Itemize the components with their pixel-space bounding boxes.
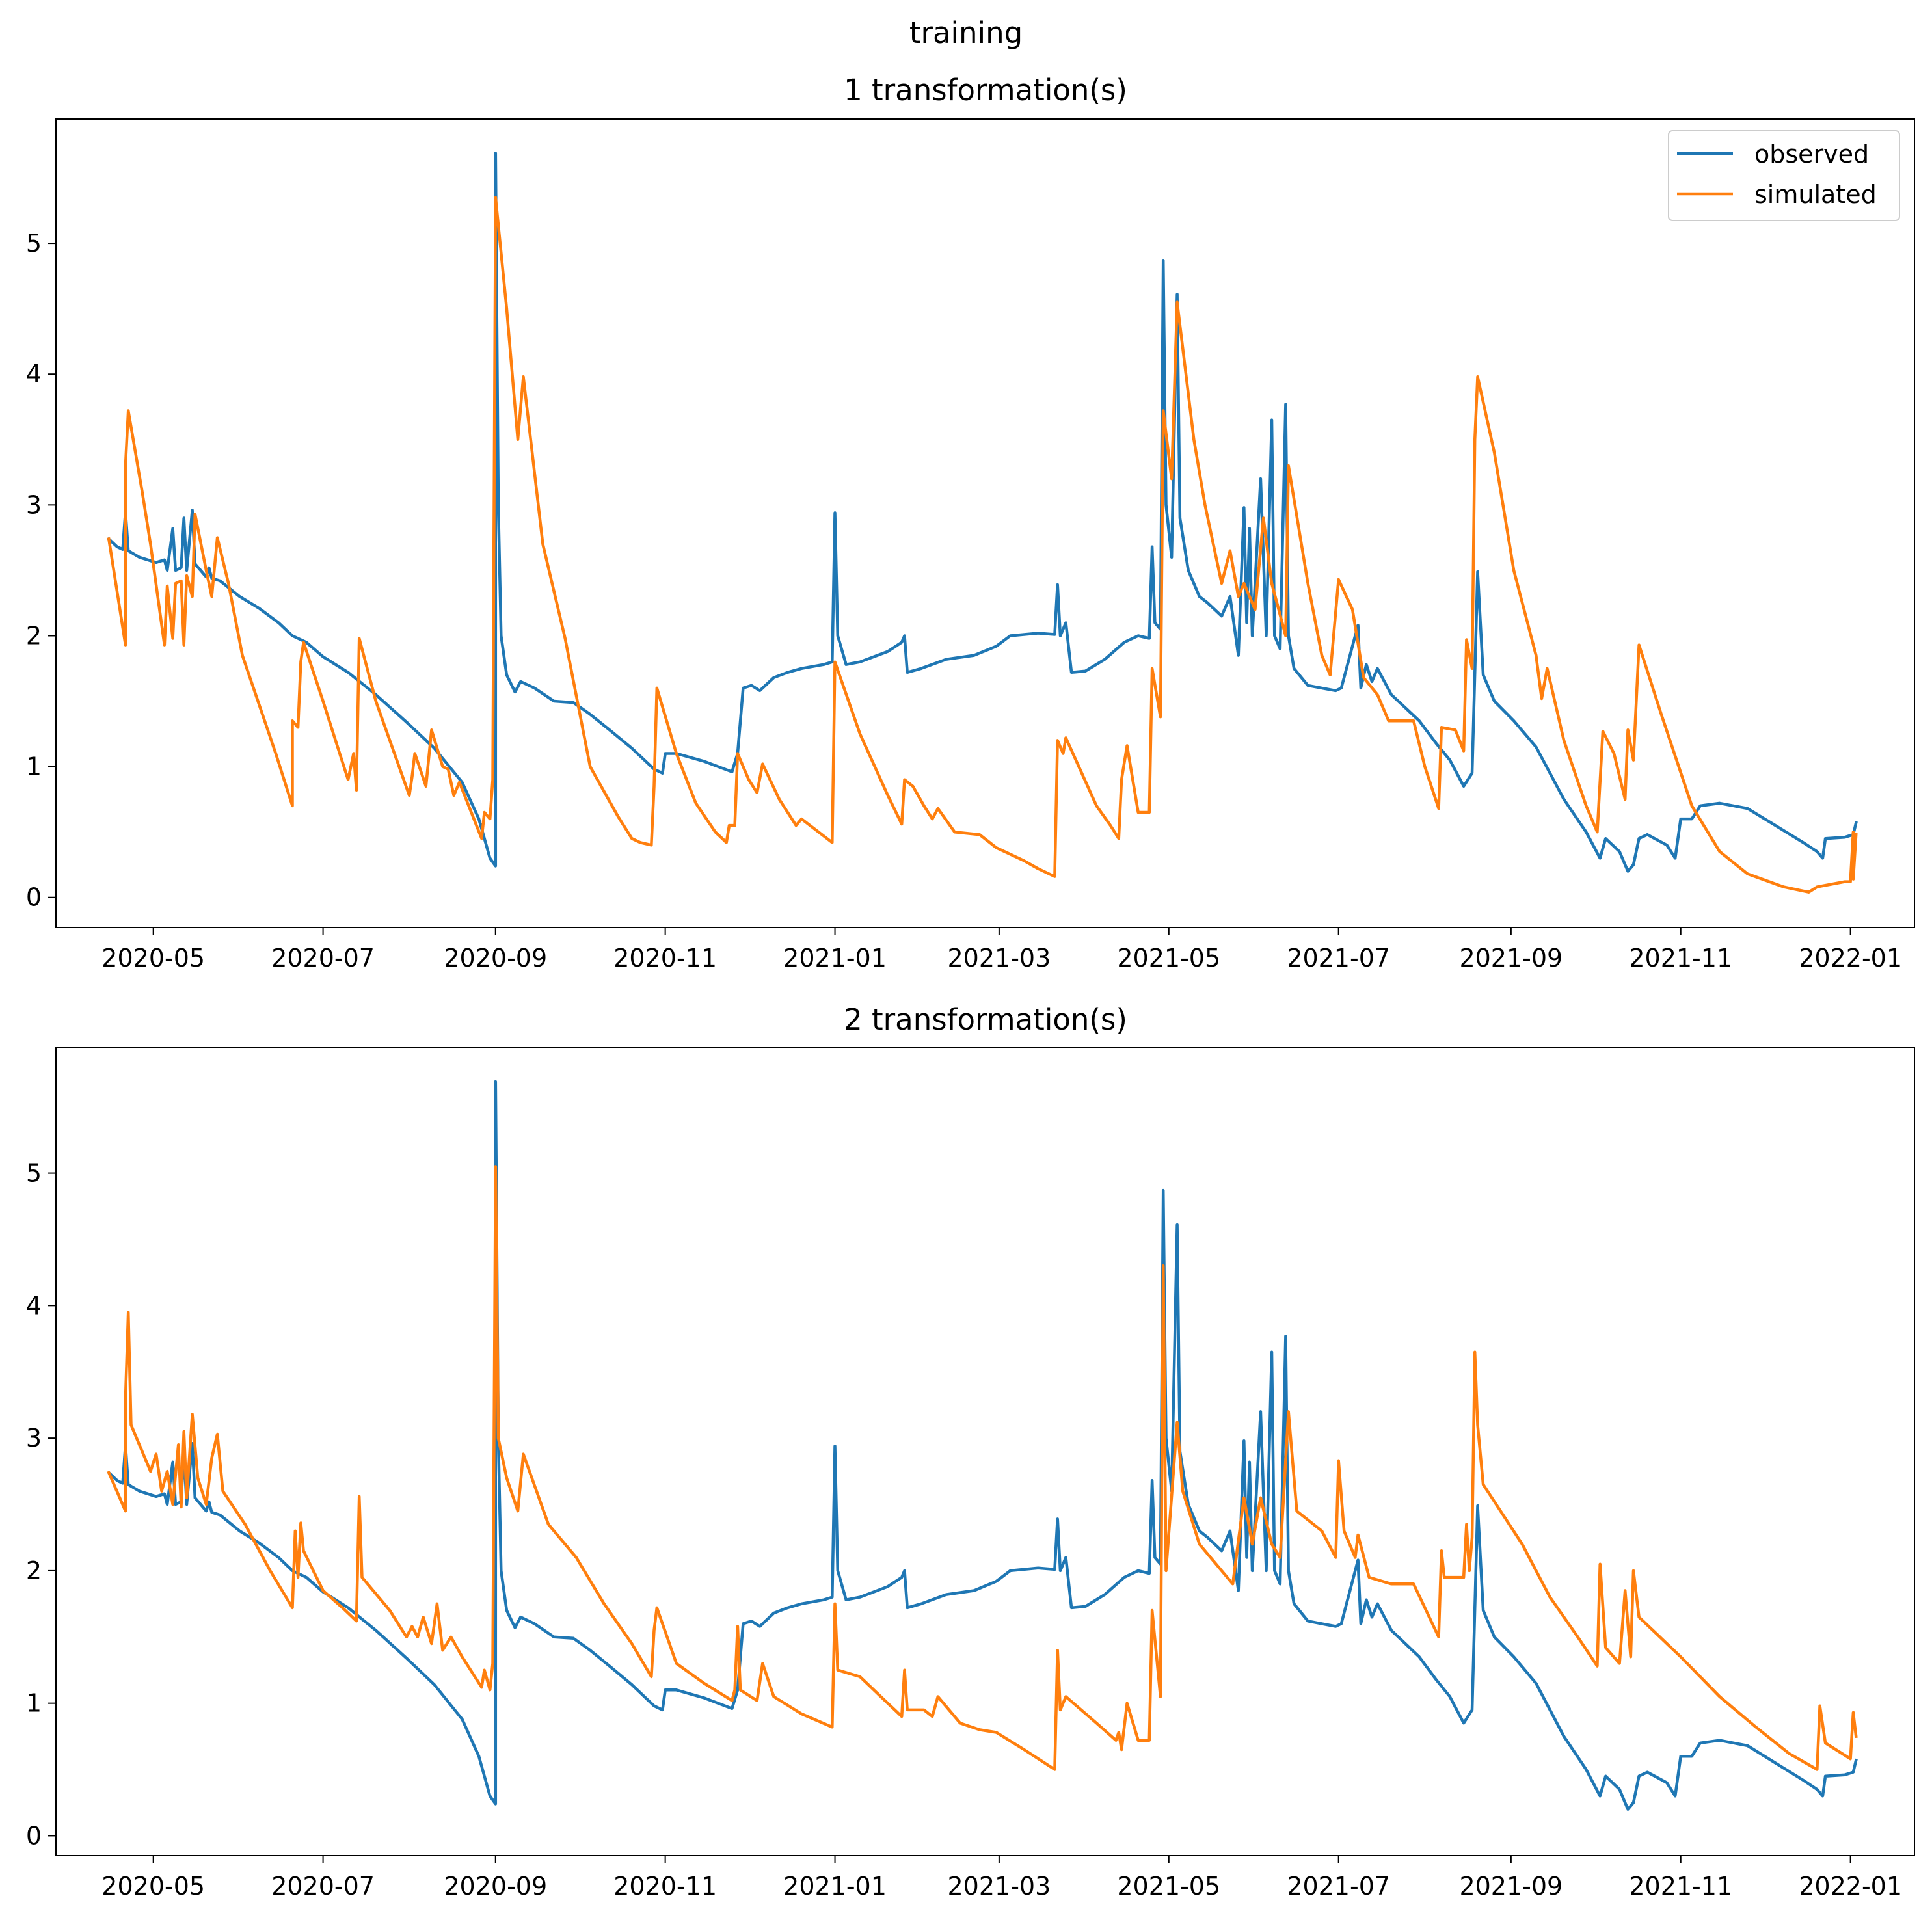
x-tick-label: 2020-05 <box>101 1872 205 1901</box>
subplot-2-frame <box>55 1047 1915 1856</box>
legend-observed-label: observed <box>1754 140 1869 168</box>
legend-simulated-label: simulated <box>1754 180 1877 209</box>
x-tick-label: 2021-07 <box>1287 944 1390 972</box>
y-tick-label: 1 <box>26 1689 42 1718</box>
x-tick-label: 2021-09 <box>1459 1872 1563 1901</box>
y-tick-label: 0 <box>26 883 42 912</box>
x-tick-label: 2021-11 <box>1629 944 1732 972</box>
y-tick-label: 3 <box>26 490 42 519</box>
subplot-1-frame <box>55 118 1915 928</box>
x-tick-label: 2022-01 <box>1799 944 1902 972</box>
y-tick-label: 5 <box>26 1159 42 1188</box>
figure-suptitle: training <box>909 16 1023 50</box>
subplot-1-plot-area: 0 1 2 3 4 5 2020-05 2020-07 2020-09 2020-11 2021-0… <box>26 152 1902 972</box>
y-tick-label: 4 <box>26 360 42 388</box>
x-tick-label: 2020-11 <box>613 1872 717 1901</box>
y-tick-label: 5 <box>26 229 42 258</box>
x-tick-label: 2021-11 <box>1629 1872 1732 1901</box>
subplot-2: 2 transformation(s) 0 1 2 3 4 5 2020-05 2020-07… <box>26 1002 1915 1901</box>
x-tick-label: 2021-01 <box>783 1872 887 1901</box>
series-line-observed <box>107 1080 1858 1811</box>
x-tick-label: 2020-05 <box>101 944 205 972</box>
x-tick-label: 2020-09 <box>444 944 547 972</box>
y-tick-label: 1 <box>26 753 42 781</box>
subplot-1-legend: observed simulated <box>1668 130 1900 221</box>
x-tick-label: 2021-01 <box>783 944 887 972</box>
x-tick-label: 2021-07 <box>1287 1872 1390 1901</box>
series-line-simulated <box>107 196 1858 894</box>
x-tick-label: 2020-07 <box>271 1872 375 1901</box>
y-tick-label: 2 <box>26 1556 42 1585</box>
x-tick-label: 2021-03 <box>947 944 1051 972</box>
series-line-simulated <box>107 1165 1858 1771</box>
subplot-2-plot-area: 0 1 2 3 4 5 2020-05 2020-07 2020-09 2020-11 2021-0… <box>26 1080 1902 1901</box>
y-tick-label: 4 <box>26 1291 42 1320</box>
subplot-1-title: 1 transformation(s) <box>844 73 1127 107</box>
y-tick-label: 3 <box>26 1424 42 1452</box>
x-tick-label: 2020-11 <box>613 944 717 972</box>
y-tick-label: 0 <box>26 1821 42 1850</box>
y-tick-label: 2 <box>26 621 42 650</box>
x-tick-label: 2021-03 <box>947 1872 1051 1901</box>
series-line-observed <box>107 152 1858 873</box>
x-tick-label: 2021-05 <box>1117 1872 1220 1901</box>
x-tick-label: 2021-05 <box>1117 944 1220 972</box>
subplot-2-title: 2 transformation(s) <box>844 1002 1127 1037</box>
subplot-1: 1 transformation(s) 0 1 2 3 4 5 2020-05 2020-07… <box>26 73 1915 972</box>
x-tick-label: 2022-01 <box>1799 1872 1902 1901</box>
x-tick-label: 2020-07 <box>271 944 375 972</box>
x-tick-label: 2021-09 <box>1459 944 1563 972</box>
x-tick-label: 2020-09 <box>444 1872 547 1901</box>
